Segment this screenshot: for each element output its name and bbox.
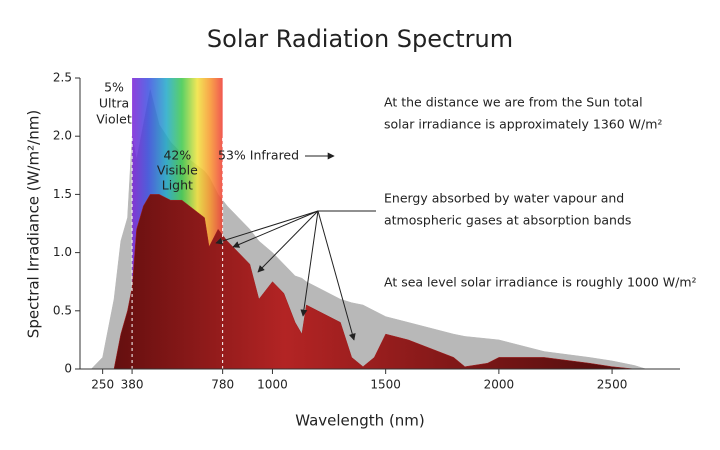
y-axis-label: Spectral Irradiance (W/m²/nm) bbox=[25, 110, 43, 338]
x-tick-label: 1500 bbox=[370, 378, 401, 392]
note: solar irradiance is approximately 1360 W… bbox=[384, 117, 662, 132]
y-tick-label: 1.5 bbox=[53, 187, 72, 201]
x-tick-label: 1000 bbox=[257, 378, 288, 392]
chart-title: Solar Radiation Spectrum bbox=[207, 25, 513, 53]
uv-label-line: 5% bbox=[104, 80, 124, 95]
infrared-label: 53% Infrared bbox=[218, 148, 299, 163]
x-tick-label: 780 bbox=[211, 378, 234, 392]
x-tick-label: 2500 bbox=[597, 378, 628, 392]
visible-label-line: Light bbox=[162, 178, 193, 193]
x-tick-label: 380 bbox=[121, 378, 144, 392]
y-tick-label: 2.0 bbox=[53, 129, 72, 143]
visible-label-line: Visible bbox=[157, 163, 198, 178]
x-tick-label: 250 bbox=[91, 378, 114, 392]
note: atmospheric gases at absorption bands bbox=[384, 213, 631, 228]
y-tick-label: 0 bbox=[64, 362, 72, 376]
arrow bbox=[215, 210, 319, 245]
arrow bbox=[257, 210, 319, 273]
x-axis-label: Wavelength (nm) bbox=[295, 412, 425, 430]
absorption-arrows bbox=[215, 152, 376, 341]
uv-label-line: Violet bbox=[96, 112, 132, 127]
uv-label: 5% Ultra Violet bbox=[96, 80, 132, 127]
area bbox=[91, 194, 646, 370]
arrow bbox=[232, 210, 319, 248]
y-tick-label: 0.5 bbox=[53, 303, 72, 317]
uv-label-line: Ultra bbox=[99, 96, 129, 111]
x-tick-label: 2000 bbox=[484, 378, 515, 392]
note: Energy absorbed by water vapour and bbox=[384, 191, 624, 206]
arrow bbox=[300, 210, 319, 317]
y-tick-label: 2.5 bbox=[53, 71, 72, 85]
visible-label-line: 42% bbox=[163, 148, 191, 163]
plot-area bbox=[90, 78, 647, 370]
y-tick-label: 1.0 bbox=[53, 245, 72, 259]
arrow bbox=[317, 210, 356, 341]
note: At the distance we are from the Sun tota… bbox=[384, 95, 643, 110]
note: At sea level solar irradiance is roughly… bbox=[384, 275, 697, 290]
